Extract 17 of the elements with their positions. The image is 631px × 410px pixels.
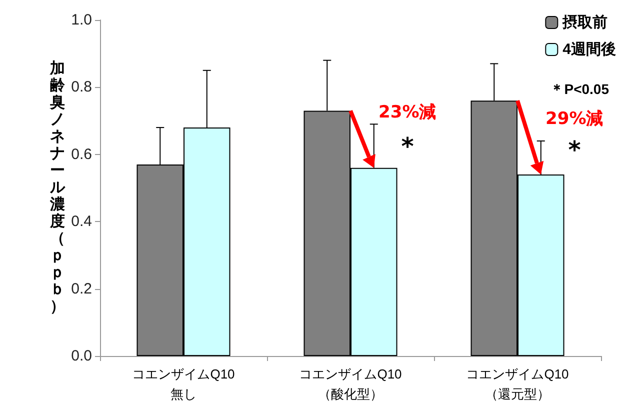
legend-label: 4週間後 <box>562 41 616 58</box>
annotation: * <box>401 132 414 160</box>
x-tick-label: コエンザイムQ10 無し <box>132 366 235 402</box>
x-tick-label: コエンザイムQ10 （還元型） <box>466 366 569 402</box>
annotation: 23%減 <box>378 102 436 122</box>
annotation: * <box>568 136 582 164</box>
y-tick-label: 1.0 <box>71 12 92 28</box>
annotation: ＊P<0.05 <box>550 81 610 97</box>
x-tick-label: コエンザイムQ10 （酸化型） <box>299 366 402 402</box>
annotation: 29%減 <box>546 109 604 130</box>
y-tick-label: 0.0 <box>71 348 92 364</box>
y-tick-label: 0.6 <box>71 146 92 163</box>
legend-label: 摂取前 <box>562 14 608 31</box>
y-tick-label: 0.8 <box>71 78 92 96</box>
text: 加齢臭ノネナール濃度（ｐｐｂ） <box>50 60 65 315</box>
y-tick-label: 0.2 <box>71 280 92 298</box>
y-tick-label: 0.4 <box>71 213 92 230</box>
